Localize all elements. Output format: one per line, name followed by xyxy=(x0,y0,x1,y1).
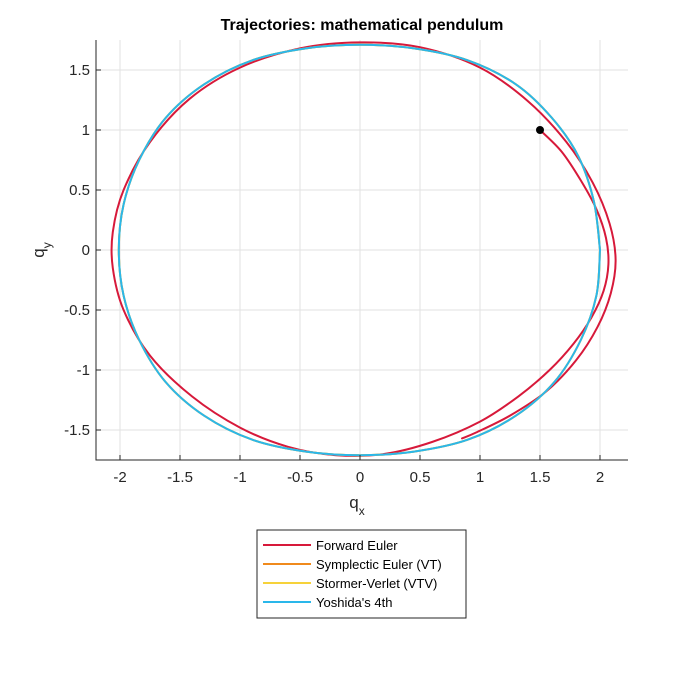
x-tick-label: -0.5 xyxy=(287,469,313,486)
legend: Forward Euler Symplectic Euler (VT) Storme… xyxy=(256,529,467,619)
legend-label: Yoshida's 4th xyxy=(316,595,392,610)
x-tick-label: 1.5 xyxy=(530,469,551,486)
y-axis-label-sub: y xyxy=(40,242,54,248)
legend-label: Stormer-Verlet (VTV) xyxy=(316,576,437,591)
x-tick-label: 1 xyxy=(476,469,484,486)
series-line-3 xyxy=(117,43,601,457)
plot-area xyxy=(95,40,628,461)
marker-layer xyxy=(536,126,544,134)
x-axis-label-main: q xyxy=(349,493,358,512)
x-tick-label: -1 xyxy=(233,469,246,486)
y-axis-label: qy xyxy=(29,242,54,257)
y-tick-label: -0.5 xyxy=(64,302,90,319)
y-tick-label: 1.5 xyxy=(69,62,90,79)
y-tick-label: -1.5 xyxy=(64,422,90,439)
grid xyxy=(96,40,628,460)
x-tick-label: 0.5 xyxy=(410,469,431,486)
y-axis-label-main: q xyxy=(29,248,48,257)
x-axis-label-sub: x xyxy=(359,504,365,518)
start-point-marker xyxy=(536,126,544,134)
legend-label: Symplectic Euler (VT) xyxy=(316,557,442,572)
x-tick-labels: -2 -1.5 -1 -0.5 0 0.5 1 1.5 2 xyxy=(113,469,604,486)
axes-box xyxy=(95,40,628,461)
series-line-0 xyxy=(110,41,617,457)
x-tick-label: 2 xyxy=(596,469,604,486)
series-layer xyxy=(110,41,617,457)
x-tick-label: 0 xyxy=(356,469,364,486)
x-tick-label: -2 xyxy=(113,469,126,486)
y-tick-labels: -1.5 -1 -0.5 0 0.5 1 1.5 xyxy=(64,62,90,439)
legend-label: Forward Euler xyxy=(316,538,398,553)
y-tick-label: 0 xyxy=(82,242,90,259)
x-axis-label: qx xyxy=(349,493,364,518)
y-tick-label: -1 xyxy=(77,362,90,379)
x-tick-label: -1.5 xyxy=(167,469,193,486)
y-tick-label: 1 xyxy=(82,122,90,139)
y-tick-label: 0.5 xyxy=(69,182,90,199)
ticks xyxy=(96,69,601,460)
chart-title: Trajectories: mathematical pendulum xyxy=(221,17,504,34)
